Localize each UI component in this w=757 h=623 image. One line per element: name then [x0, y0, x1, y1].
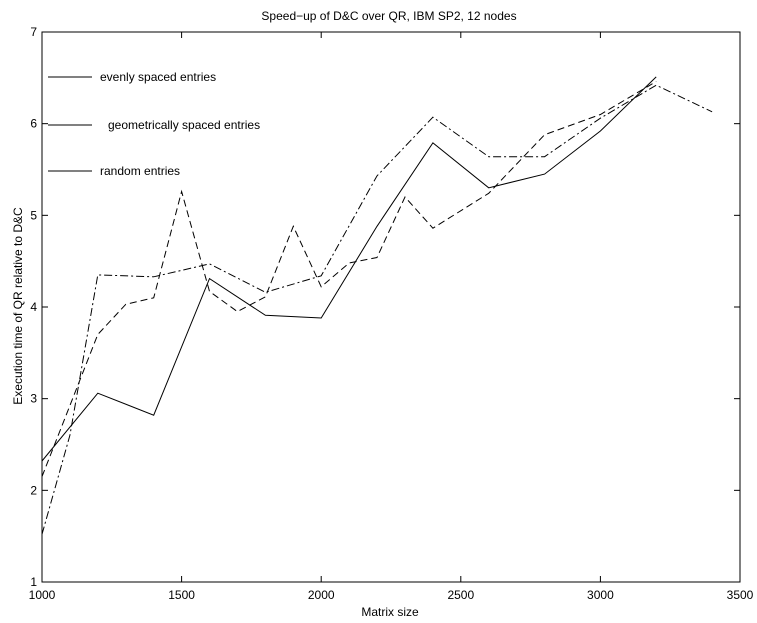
x-tick-label: 3000: [587, 588, 614, 602]
x-axis-label: Matrix size: [361, 605, 419, 619]
y-tick-label: 6: [30, 117, 37, 131]
x-tick-label: 1500: [168, 588, 195, 602]
series-line-2: [41, 81, 657, 477]
legend-label-3: random entries: [100, 164, 180, 178]
y-axis-label: Execution time of QR relative to D&C: [11, 207, 25, 405]
y-tick-label: 7: [30, 25, 37, 39]
y-tick-label: 4: [30, 300, 37, 314]
plot-area: 1000 1500 2000 2500 3000 3500 1 2 3 4 5 6 7 evenly sp…: [29, 25, 754, 602]
y-tick-label: 1: [30, 575, 37, 589]
x-tick-label: 1000: [29, 588, 56, 602]
chart-title: Speed−up of D&C over QR, IBM SP2, 12 nod…: [261, 9, 516, 23]
x-tick-label: 2000: [308, 588, 335, 602]
series-line-1: [41, 76, 657, 462]
legend-label-1: evenly spaced entries: [100, 70, 216, 84]
y-tick-label: 3: [30, 392, 37, 406]
plot-frame: [41, 31, 741, 583]
y-tick-label: 5: [30, 208, 37, 222]
legend-label-2: geometrically spaced entries: [108, 118, 260, 132]
x-tick-label: 2500: [447, 588, 474, 602]
x-tick-label: 3500: [727, 588, 754, 602]
series-line-3: [41, 84, 713, 535]
y-tick-label: 2: [30, 483, 37, 497]
